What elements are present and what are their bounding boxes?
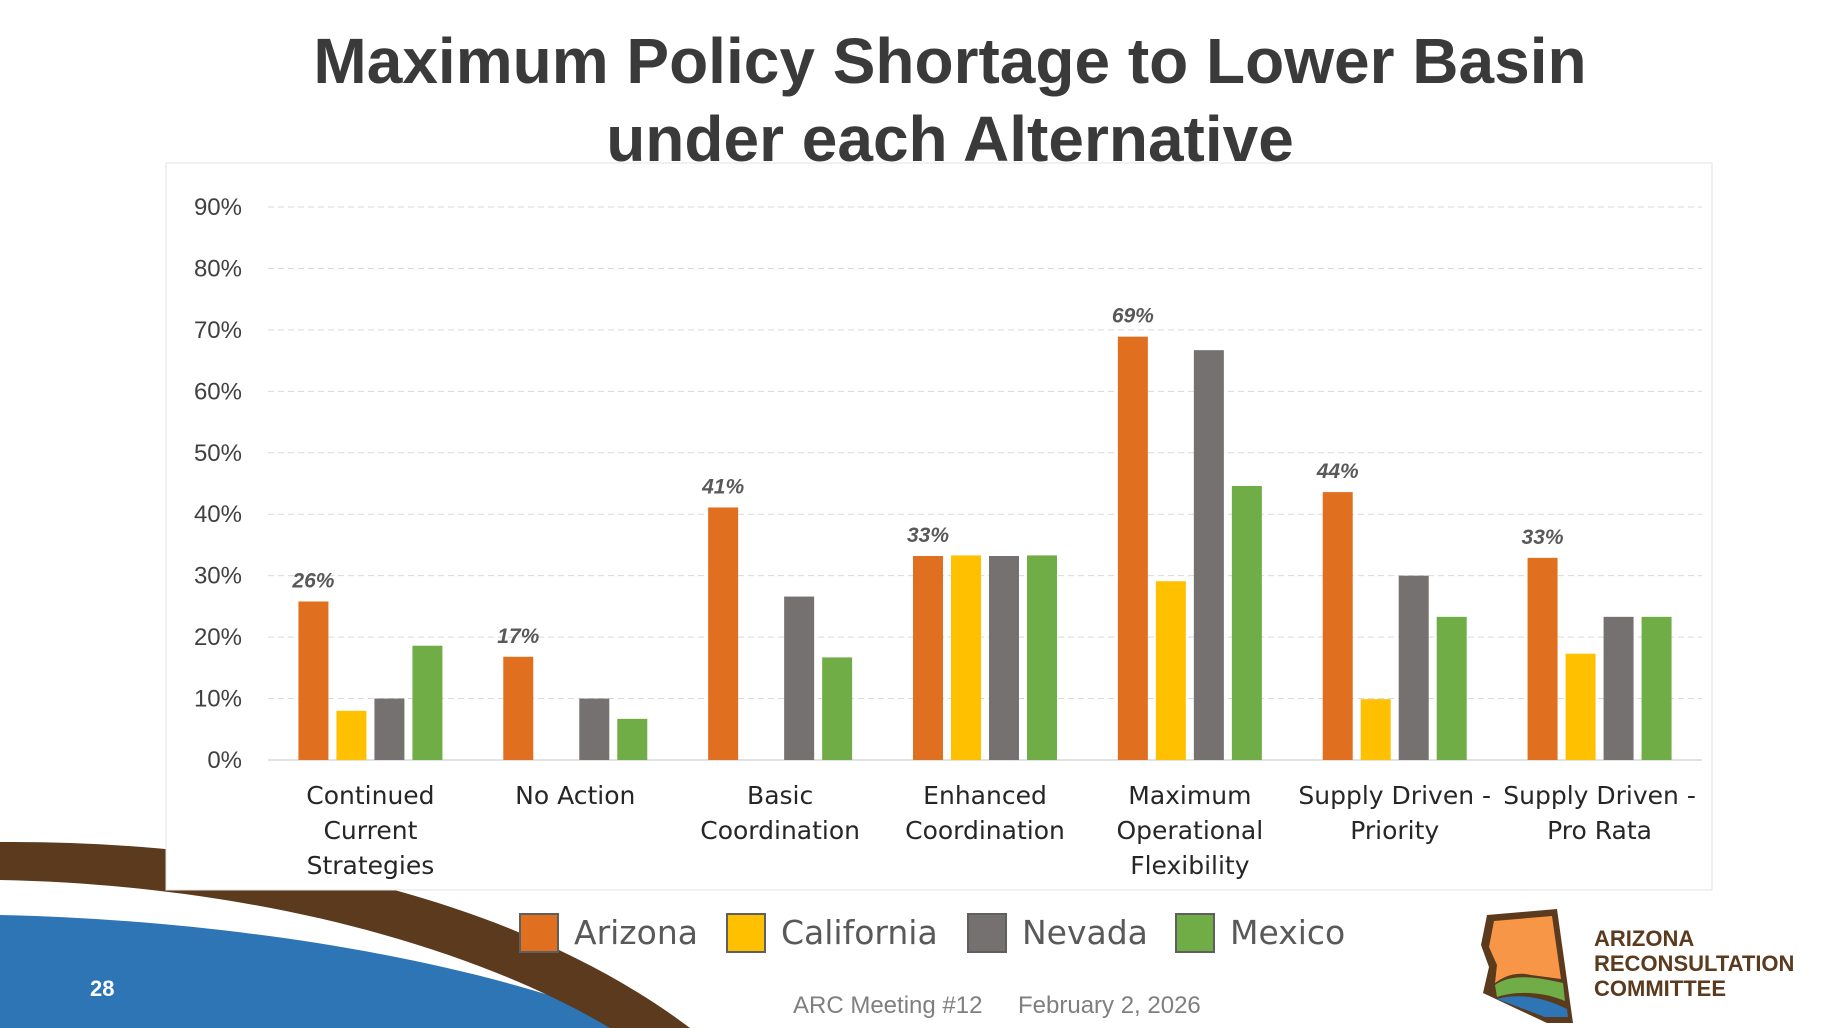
arizona-state-logo-icon: [1481, 909, 1573, 1023]
y-tick-label: 50%: [194, 440, 242, 467]
bars: [298, 336, 1672, 760]
footer-date: February 2, 2026: [1018, 992, 1201, 1019]
bar-mexico: [617, 718, 648, 760]
legend-label-nevada: Nevada: [1022, 913, 1148, 952]
legend-swatch-mexico: [1175, 913, 1215, 953]
y-tick-label: 30%: [194, 563, 242, 590]
title-line-2: under each Alternative: [606, 103, 1294, 175]
legend-label-mexico: Mexico: [1230, 913, 1345, 952]
y-tick-label: 0%: [207, 747, 242, 774]
data-label: 33%: [1522, 526, 1564, 549]
logo-line-1: ARIZONA: [1594, 926, 1695, 951]
bar-arizona: [1322, 492, 1353, 760]
slide-number: 28: [90, 976, 115, 1001]
x-tick-label: Supply Driven -: [1298, 781, 1491, 810]
plot-panel: [165, 162, 1713, 891]
bar-nevada: [374, 698, 405, 760]
logo-line-3: COMMITTEE: [1594, 976, 1726, 1001]
legend-label-california: California: [781, 913, 938, 952]
logo-line-2: RECONSULTATION: [1594, 951, 1795, 976]
x-tick-label: Basic: [747, 781, 813, 810]
title-line-1: Maximum Policy Shortage to Lower Basin: [313, 25, 1587, 97]
bar-nevada: [1603, 616, 1634, 760]
bar-mexico: [412, 645, 443, 760]
bar-arizona: [913, 556, 943, 760]
x-axis: Continued Current Strategies No Action Basic…: [306, 781, 1696, 880]
y-tick-label: 20%: [194, 624, 242, 651]
data-label: 33%: [907, 524, 949, 547]
x-tick-label: Continued: [306, 781, 434, 810]
data-label: 41%: [701, 475, 744, 498]
x-tick-label: Strategies: [307, 851, 435, 880]
bar-nevada: [1398, 575, 1429, 760]
y-tick-label: 60%: [194, 378, 242, 405]
bar-arizona: [503, 656, 534, 760]
y-tick-label: 70%: [194, 317, 242, 344]
logo-text: ARIZONA RECONSULTATION COMMITTEE: [1594, 926, 1819, 1001]
blue-band: [0, 915, 640, 1028]
data-label: 26%: [291, 569, 334, 592]
bar-mexico: [1436, 616, 1467, 760]
bar-nevada: [784, 596, 815, 760]
bar-nevada: [989, 556, 1019, 760]
x-tick-label: Coordination: [700, 816, 860, 845]
chart-title: Maximum Policy Shortage to Lower Basin u…: [150, 22, 1750, 178]
bar-california: [1565, 653, 1596, 760]
data-label: 44%: [1316, 460, 1359, 483]
x-tick-label: Pro Rata: [1547, 816, 1652, 845]
bar-nevada: [1193, 350, 1224, 760]
bar-california: [336, 710, 367, 760]
legend-swatch-california: [726, 913, 766, 953]
x-tick-label: No Action: [515, 781, 635, 810]
y-tick-label: 40%: [194, 501, 242, 528]
footer-meeting: ARC Meeting #12: [793, 992, 983, 1019]
bar-arizona: [1117, 336, 1148, 760]
x-tick-label: Coordination: [905, 816, 1065, 845]
bar-mexico: [822, 657, 853, 760]
y-axis: 0% 10% 20% 30% 40% 50% 60% 70% 80% 90%: [194, 194, 242, 774]
bar-california: [1155, 581, 1186, 760]
bar-arizona: [298, 601, 329, 760]
bar-arizona: [708, 507, 739, 760]
legend-swatch-nevada: [967, 913, 1007, 953]
x-tick-label: Current: [323, 816, 417, 845]
x-tick-label: Supply Driven -: [1503, 781, 1696, 810]
data-label: 17%: [497, 625, 539, 648]
y-tick-label: 90%: [194, 194, 242, 221]
data-labels: 26% 17% 41% 33% 69% 44% 33%: [291, 305, 1564, 648]
legend: Arizona California Nevada Mexico: [519, 913, 1345, 953]
x-tick-label: Flexibility: [1130, 851, 1250, 880]
bar-nevada: [579, 698, 610, 760]
legend-label-arizona: Arizona: [574, 913, 698, 952]
y-tick-label: 80%: [194, 255, 242, 282]
x-tick-label: Priority: [1350, 816, 1439, 845]
x-tick-label: Maximum: [1128, 781, 1251, 810]
bar-california: [1360, 699, 1391, 760]
bar-arizona: [1527, 557, 1558, 760]
bar-mexico: [1231, 485, 1262, 760]
x-tick-label: Operational: [1117, 816, 1264, 845]
bar-mexico: [1027, 555, 1057, 760]
data-label: 69%: [1112, 305, 1154, 328]
x-tick-label: Enhanced: [923, 781, 1047, 810]
bar-mexico: [1641, 616, 1672, 760]
bar-california: [951, 555, 981, 760]
legend-swatch-arizona: [519, 913, 559, 953]
y-tick-label: 10%: [194, 686, 242, 713]
